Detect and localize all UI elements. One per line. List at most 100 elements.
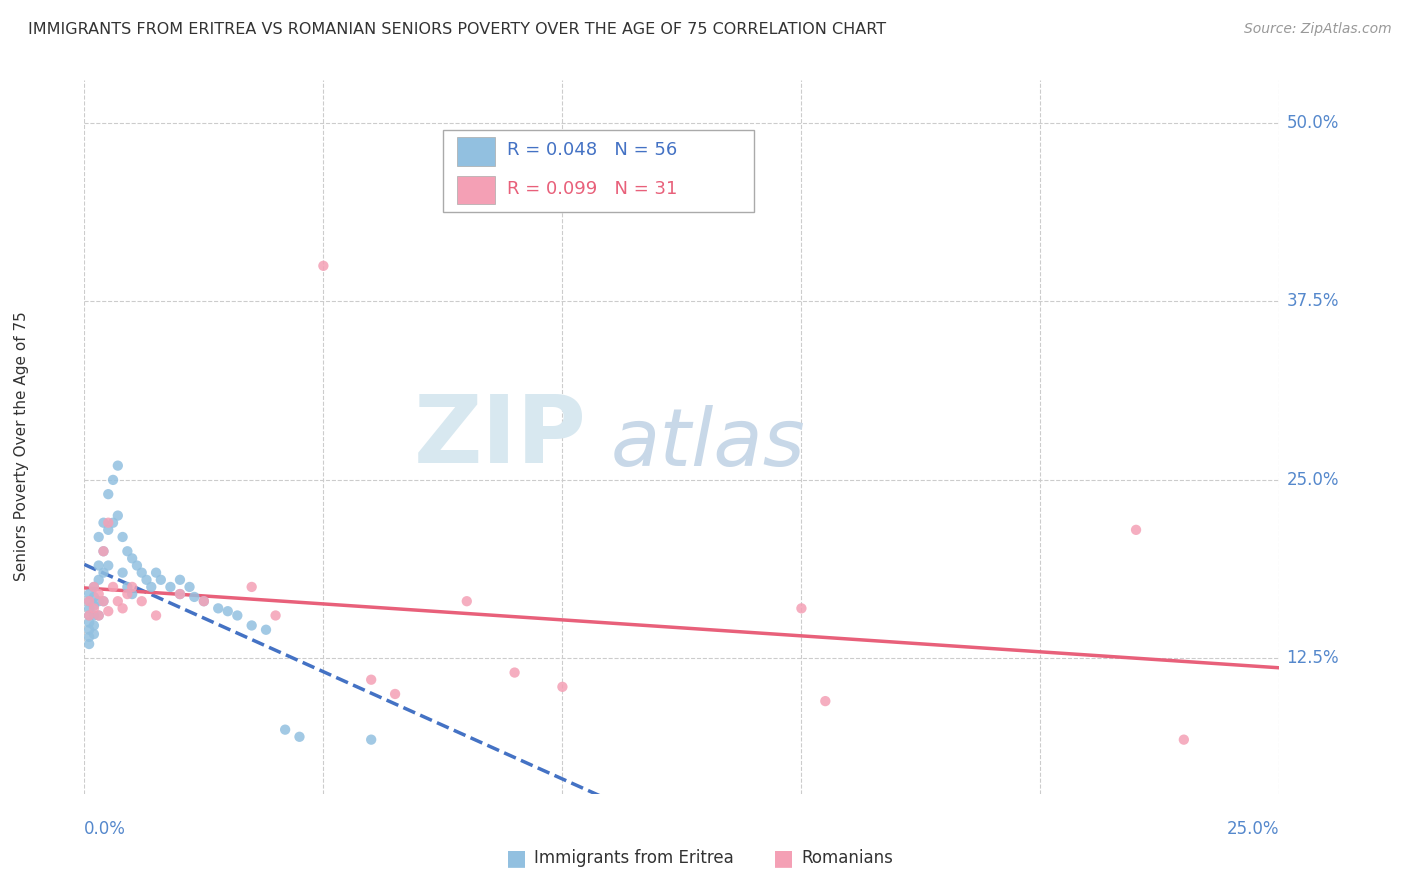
Point [93,566,115,580]
Point [77,601,100,615]
Point [121,551,143,566]
Point [93,544,115,558]
Text: 37.5%: 37.5% [1286,293,1339,310]
Point [274,723,297,737]
Point [97,516,120,530]
Point [77,608,100,623]
Point [83,599,105,613]
Point [117,544,139,558]
Point [141,580,163,594]
Point [83,590,105,604]
Point [87,573,110,587]
Point [83,580,105,594]
Point [87,587,110,601]
Text: 12.5%: 12.5% [1286,649,1339,667]
Point [131,594,153,608]
Point [125,558,148,573]
Point [83,601,105,615]
Point [87,530,110,544]
Point [111,566,134,580]
Point [97,558,120,573]
FancyBboxPatch shape [457,137,495,166]
Point [1125,523,1147,537]
Point [169,587,191,601]
Point [254,623,277,637]
Point [384,687,406,701]
Point [360,732,382,747]
Point [77,587,100,601]
Text: ■: ■ [773,848,794,868]
Point [240,618,263,632]
Point [169,573,191,587]
Text: 50.0%: 50.0% [1286,114,1339,132]
Point [77,594,100,608]
Point [93,544,115,558]
Point [101,516,124,530]
Point [121,580,143,594]
Point [107,458,129,473]
Point [107,594,129,608]
Point [814,694,837,708]
Point [97,487,120,501]
Point [159,580,181,594]
Point [87,558,110,573]
Point [87,594,110,608]
Point [77,623,100,637]
Point [1173,732,1195,747]
Point [97,604,120,618]
Point [183,590,205,604]
FancyBboxPatch shape [457,176,495,204]
Point [83,580,105,594]
Point [551,680,574,694]
Text: R = 0.099   N = 31: R = 0.099 N = 31 [508,180,678,198]
Text: Immigrants from Eritrea: Immigrants from Eritrea [534,849,734,867]
Point [193,594,215,608]
Point [83,627,105,641]
Point [207,601,229,615]
Point [93,516,115,530]
Point [169,587,191,601]
Point [145,608,167,623]
Point [117,580,139,594]
Text: Seniors Poverty Over the Age of 75: Seniors Poverty Over the Age of 75 [14,311,28,581]
Point [456,594,478,608]
Text: Romanians: Romanians [801,849,893,867]
Point [217,604,239,618]
Point [111,530,134,544]
Text: Source: ZipAtlas.com: Source: ZipAtlas.com [1244,22,1392,37]
Point [87,608,110,623]
Point [121,587,143,601]
Point [288,730,311,744]
Point [83,618,105,632]
Point [101,580,124,594]
Text: IMMIGRANTS FROM ERITREA VS ROMANIAN SENIORS POVERTY OVER THE AGE OF 75 CORRELATI: IMMIGRANTS FROM ERITREA VS ROMANIAN SENI… [28,22,886,37]
Point [117,587,139,601]
Point [193,594,215,608]
Point [77,630,100,644]
Point [360,673,382,687]
Point [107,508,129,523]
Point [145,566,167,580]
Point [226,608,249,623]
Point [240,580,263,594]
Point [503,665,526,680]
Text: 25.0%: 25.0% [1286,471,1339,489]
Point [111,601,134,615]
FancyBboxPatch shape [443,130,754,212]
Point [83,608,105,623]
Point [77,594,100,608]
Text: ZIP: ZIP [413,391,586,483]
Point [97,523,120,537]
Point [149,573,172,587]
Text: 0.0%: 0.0% [84,820,127,838]
Point [790,601,813,615]
Point [131,566,153,580]
Point [93,594,115,608]
Point [93,594,115,608]
Point [77,637,100,651]
Point [264,608,287,623]
Point [312,259,335,273]
Text: 25.0%: 25.0% [1227,820,1279,838]
Point [87,608,110,623]
Point [101,473,124,487]
